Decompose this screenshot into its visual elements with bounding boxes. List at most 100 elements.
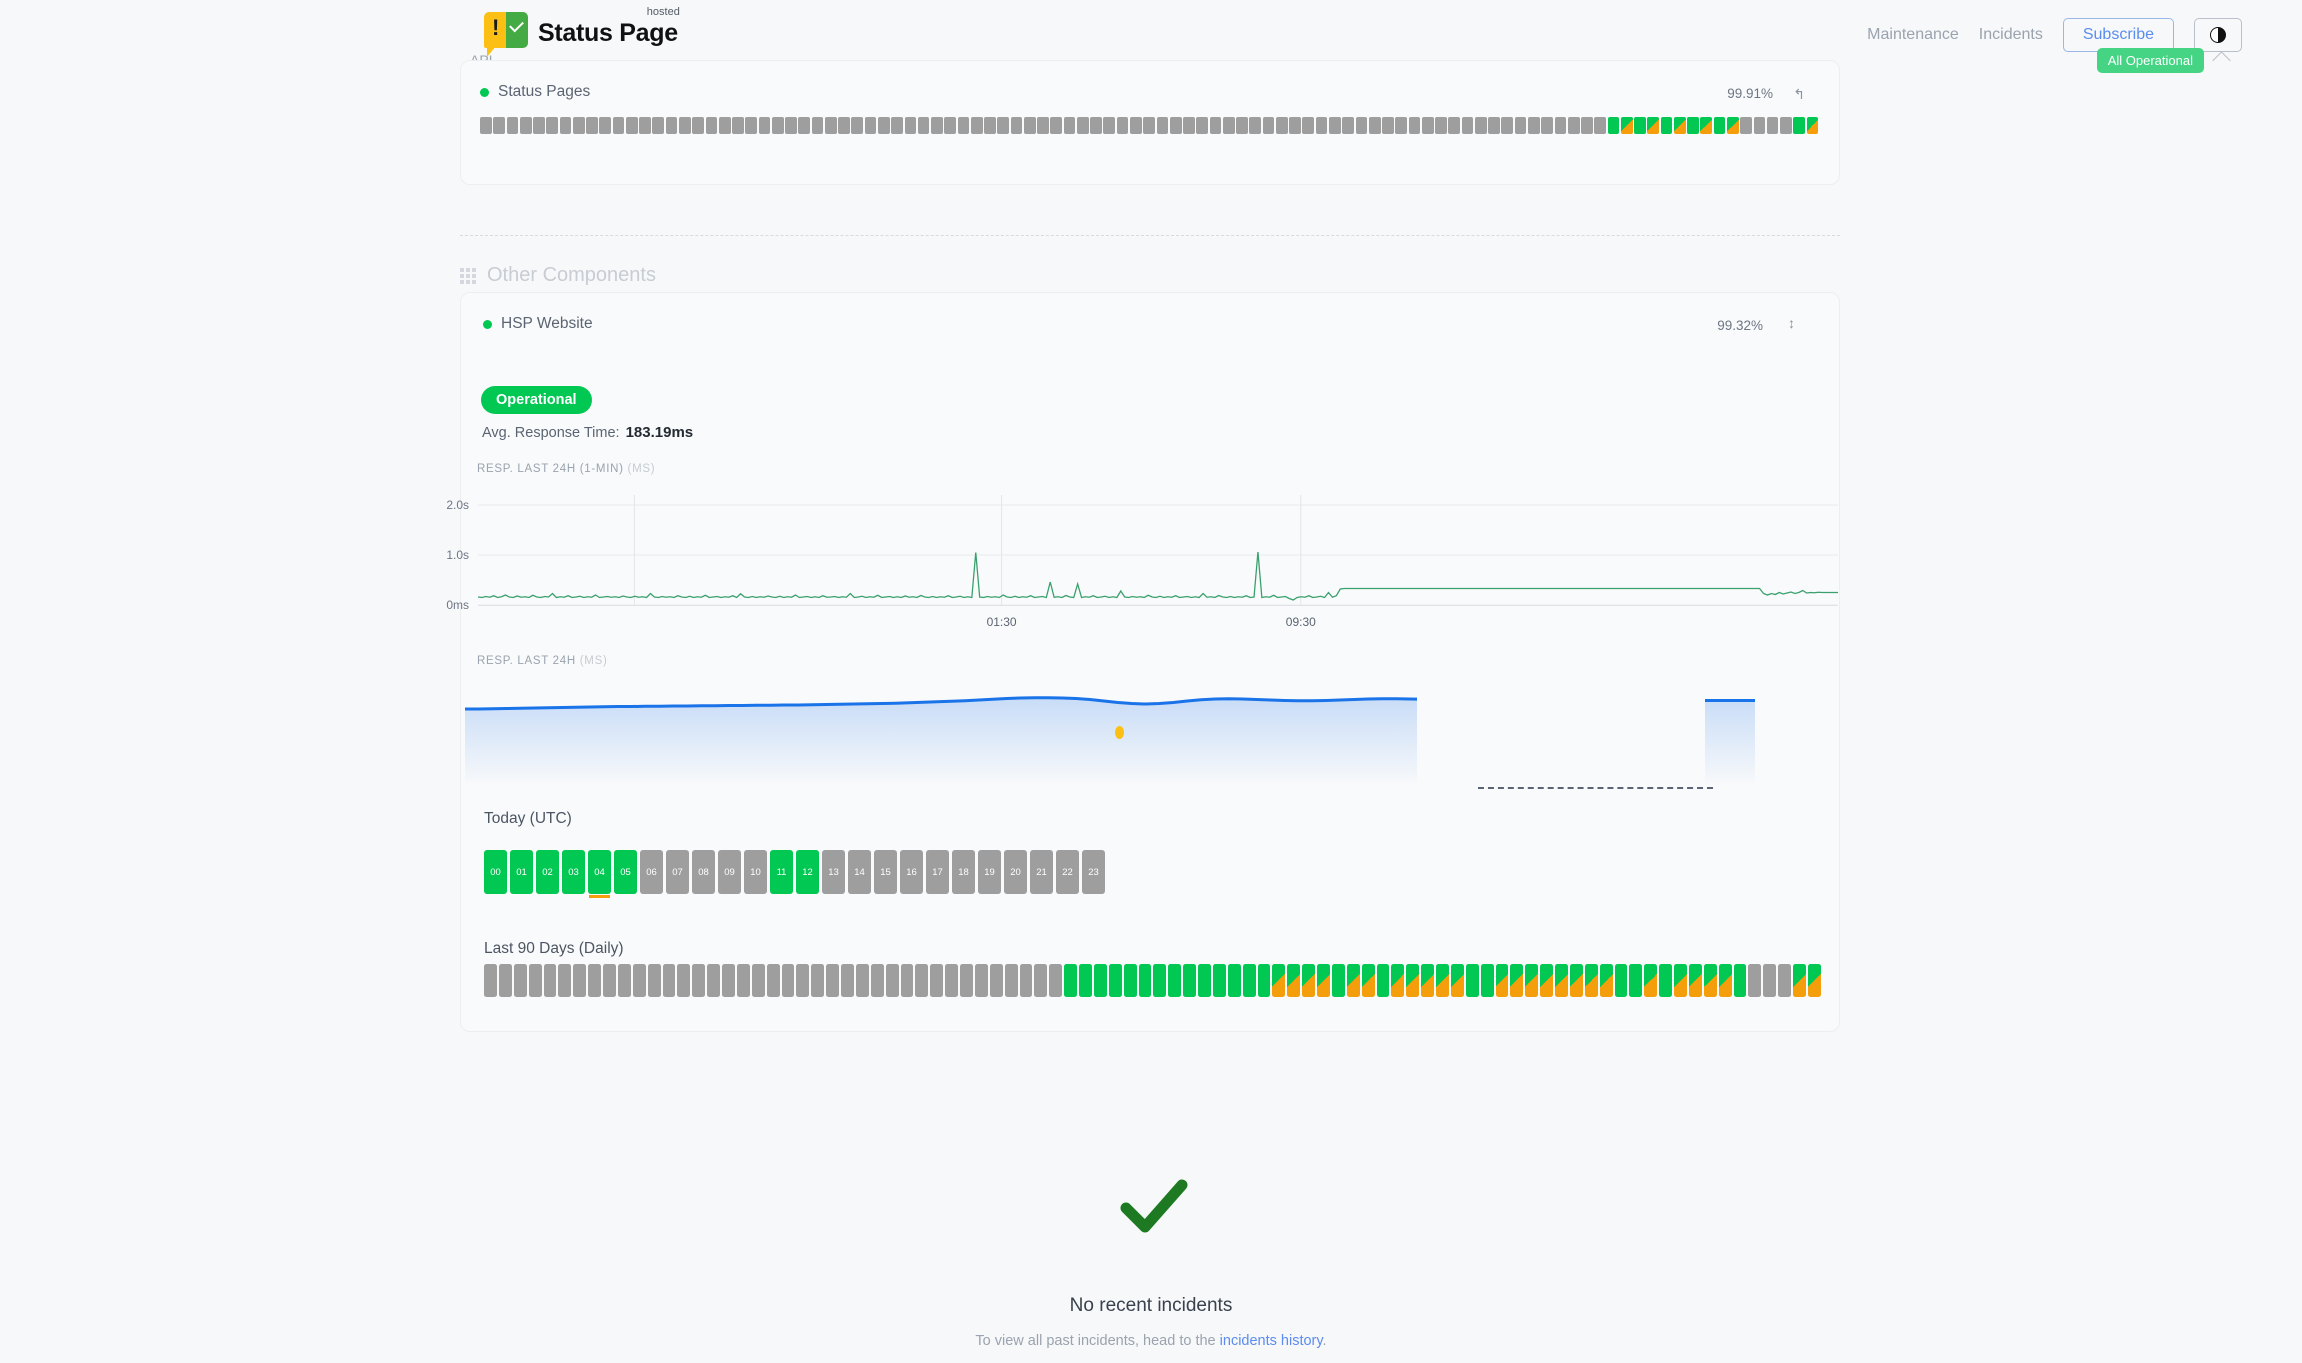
uptime-bar[interactable] bbox=[1368, 117, 1381, 134]
uptime-bar[interactable] bbox=[546, 117, 559, 134]
hour-bar[interactable]: 22 bbox=[1056, 850, 1079, 894]
uptime-bar[interactable] bbox=[612, 117, 625, 134]
day-bar[interactable] bbox=[498, 964, 512, 997]
uptime-bar[interactable] bbox=[1726, 117, 1739, 134]
day-bar[interactable] bbox=[1614, 964, 1628, 997]
uptime-bar[interactable] bbox=[1780, 117, 1792, 134]
hour-bar[interactable]: 12 bbox=[796, 850, 819, 894]
up-arrow-icon[interactable]: ↕ bbox=[1788, 315, 1795, 331]
day-bar[interactable] bbox=[960, 964, 973, 997]
uptime-bar[interactable] bbox=[1130, 117, 1142, 134]
day-bar[interactable] bbox=[1659, 964, 1672, 997]
hour-bar[interactable]: 07 bbox=[666, 850, 689, 894]
uptime-bar[interactable] bbox=[1421, 117, 1434, 134]
day-bar[interactable] bbox=[1584, 964, 1598, 997]
day-bar[interactable] bbox=[692, 964, 706, 997]
uptime-bar[interactable] bbox=[1806, 117, 1819, 134]
uptime-bar[interactable] bbox=[811, 117, 824, 134]
last-90-days-bars[interactable] bbox=[484, 964, 1821, 997]
day-bar[interactable] bbox=[573, 964, 587, 997]
day-bar[interactable] bbox=[677, 964, 691, 997]
uptime-bar[interactable] bbox=[1315, 117, 1328, 134]
uptime-bar[interactable] bbox=[1050, 117, 1063, 134]
hour-bar[interactable]: 23 bbox=[1082, 850, 1105, 894]
day-bar[interactable] bbox=[1079, 964, 1092, 997]
day-bar[interactable] bbox=[855, 964, 869, 997]
uptime-bar[interactable] bbox=[533, 117, 545, 134]
day-bar[interactable] bbox=[1242, 964, 1256, 997]
uptime-bar[interactable] bbox=[1567, 117, 1580, 134]
day-bar[interactable] bbox=[1450, 964, 1464, 997]
uptime-bar[interactable] bbox=[1448, 117, 1461, 134]
uptime-bar[interactable] bbox=[1753, 117, 1766, 134]
day-bar[interactable] bbox=[1198, 964, 1211, 997]
day-bar[interactable] bbox=[1138, 964, 1152, 997]
component-row-head[interactable]: HSP Website bbox=[483, 315, 593, 333]
hour-bar[interactable]: 18 bbox=[952, 850, 975, 894]
uptime-bar[interactable] bbox=[1103, 117, 1116, 134]
uptime-bar[interactable] bbox=[1090, 117, 1102, 134]
status-pages-uptime-bars[interactable] bbox=[480, 117, 1819, 134]
day-bar[interactable] bbox=[1644, 964, 1658, 997]
uptime-bar[interactable] bbox=[1647, 117, 1660, 134]
uptime-bar[interactable] bbox=[652, 117, 665, 134]
uptime-bar[interactable] bbox=[1275, 117, 1288, 134]
day-bar[interactable] bbox=[1406, 964, 1420, 997]
uptime-bar[interactable] bbox=[1660, 117, 1673, 134]
day-bar[interactable] bbox=[1555, 964, 1568, 997]
day-bar[interactable] bbox=[707, 964, 720, 997]
uptime-bar[interactable] bbox=[1607, 117, 1620, 134]
day-bar[interactable] bbox=[1153, 964, 1167, 997]
uptime-bar[interactable] bbox=[758, 117, 771, 134]
uptime-bar[interactable] bbox=[1249, 117, 1262, 134]
day-bar[interactable] bbox=[1540, 964, 1553, 997]
uptime-bar[interactable] bbox=[891, 117, 903, 134]
uptime-bar[interactable] bbox=[1620, 117, 1633, 134]
uptime-bar[interactable] bbox=[1435, 117, 1447, 134]
day-bar[interactable] bbox=[1272, 964, 1286, 997]
day-bar[interactable] bbox=[1599, 964, 1613, 997]
hour-bar[interactable]: 06 bbox=[640, 850, 663, 894]
uptime-bar[interactable] bbox=[1222, 117, 1235, 134]
hour-bar[interactable]: 16 bbox=[900, 850, 923, 894]
uptime-bar[interactable] bbox=[639, 117, 651, 134]
day-bar[interactable] bbox=[736, 964, 750, 997]
day-bar[interactable] bbox=[766, 964, 780, 997]
uptime-bar[interactable] bbox=[1063, 117, 1076, 134]
uptime-bar[interactable] bbox=[1474, 117, 1487, 134]
uptime-bar[interactable] bbox=[692, 117, 704, 134]
uptime-bar[interactable] bbox=[1329, 117, 1341, 134]
uptime-bar[interactable] bbox=[1143, 117, 1155, 134]
hour-bar[interactable]: 00 bbox=[484, 850, 507, 894]
uptime-bar[interactable] bbox=[1766, 117, 1779, 134]
uptime-bar[interactable] bbox=[1554, 117, 1567, 134]
day-bar[interactable] bbox=[1376, 964, 1390, 997]
uptime-bar[interactable] bbox=[1076, 117, 1089, 134]
uptime-bar[interactable] bbox=[732, 117, 744, 134]
uptime-bar[interactable] bbox=[931, 117, 943, 134]
day-bar[interactable] bbox=[1004, 964, 1018, 997]
day-bar[interactable] bbox=[588, 964, 601, 997]
uptime-bar[interactable] bbox=[824, 117, 837, 134]
day-bar[interactable] bbox=[1688, 964, 1702, 997]
day-bar[interactable] bbox=[1807, 964, 1821, 997]
uptime-bar[interactable] bbox=[785, 117, 797, 134]
day-bar[interactable] bbox=[1183, 964, 1196, 997]
uptime-bar[interactable] bbox=[1740, 117, 1752, 134]
day-bar[interactable] bbox=[603, 964, 616, 997]
day-bar[interactable] bbox=[841, 964, 854, 997]
day-bar[interactable] bbox=[811, 964, 825, 997]
day-bar[interactable] bbox=[1034, 964, 1048, 997]
day-bar[interactable] bbox=[1421, 964, 1434, 997]
day-bar[interactable] bbox=[1793, 964, 1806, 997]
uptime-bar[interactable] bbox=[1501, 117, 1514, 134]
uptime-bar[interactable] bbox=[997, 117, 1010, 134]
hour-bar[interactable]: 11 bbox=[770, 850, 793, 894]
uptime-bar[interactable] bbox=[904, 117, 917, 134]
day-bar[interactable] bbox=[870, 964, 884, 997]
uptime-bar[interactable] bbox=[559, 117, 572, 134]
day-bar[interactable] bbox=[1287, 964, 1301, 997]
day-bar[interactable] bbox=[1049, 964, 1063, 997]
day-bar[interactable] bbox=[1317, 964, 1330, 997]
uptime-bar[interactable] bbox=[1355, 117, 1368, 134]
